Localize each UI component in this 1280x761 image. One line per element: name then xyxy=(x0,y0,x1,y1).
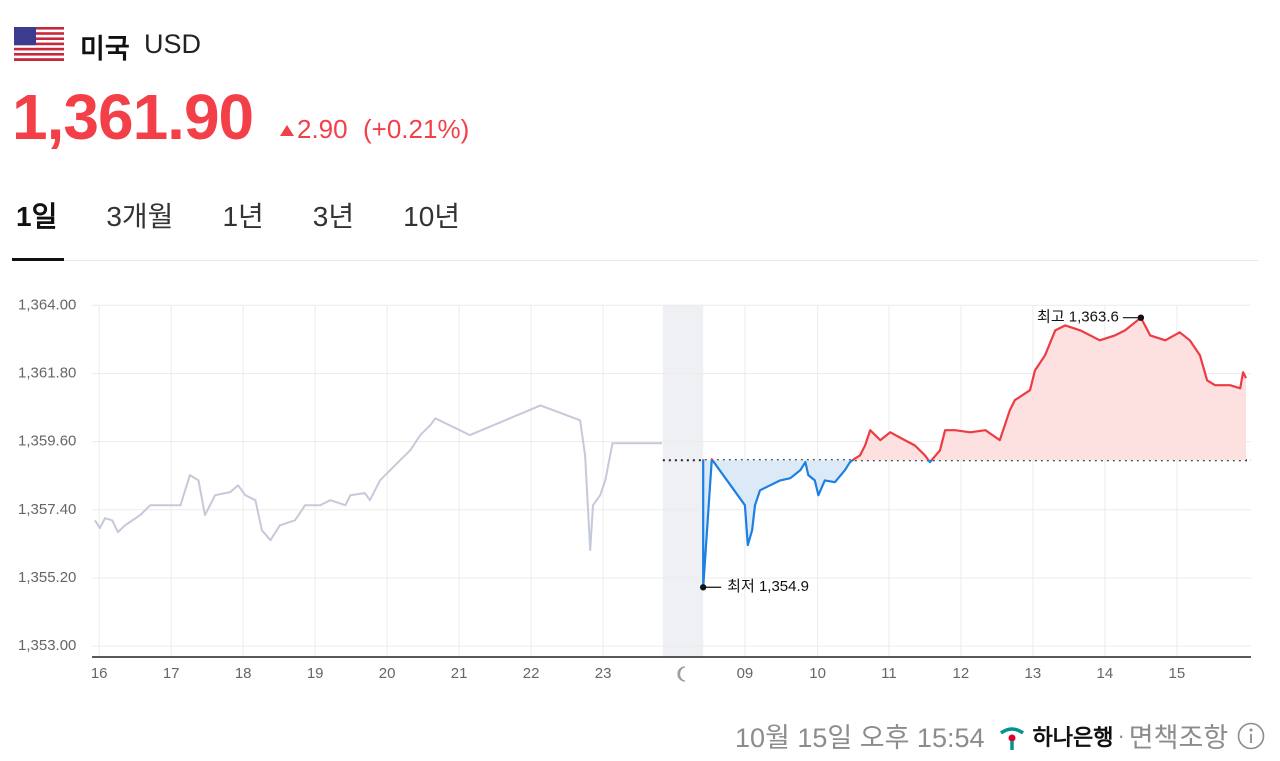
annotation-label: 최고 1,363.6 xyxy=(1037,309,1119,326)
moon-icon xyxy=(677,666,686,682)
x-tick-label: 09 xyxy=(737,665,754,682)
disclaimer-link[interactable]: 면책조항 xyxy=(1128,723,1229,753)
annotation-dot xyxy=(699,584,707,591)
y-tick-label: 1,359.60 xyxy=(18,433,76,450)
footer: 10월 15일 오후 15:54 하나은행 · 면책조항 xyxy=(735,716,1266,755)
x-tick-label: 14 xyxy=(1097,665,1114,682)
x-tick-label: 19 xyxy=(307,665,324,682)
price-change-percent: (+0.21%) xyxy=(363,114,470,144)
period-tabs: 1일 3개월 1년 3년 10년 xyxy=(12,195,505,235)
x-tick-label: 18 xyxy=(235,665,252,682)
period-tab[interactable]: 10년 xyxy=(403,201,461,232)
period-tab[interactable]: 1일 xyxy=(16,201,58,232)
x-tick-label: 17 xyxy=(163,665,180,682)
us-flag xyxy=(14,27,64,61)
x-tick-label: 11 xyxy=(881,665,897,682)
y-tick-label: 1,361.80 xyxy=(18,364,76,381)
x-tick-label: 20 xyxy=(379,665,396,682)
tab-divider xyxy=(12,260,1258,261)
previous-line xyxy=(94,404,663,552)
bank-name: 하나은행 xyxy=(1032,724,1114,750)
x-tick-label: 15 xyxy=(1169,665,1186,682)
timestamp: 10월 15일 오후 15:54 xyxy=(735,723,985,753)
annotation-dot xyxy=(1137,314,1145,321)
period-tab[interactable]: 3개월 xyxy=(106,201,174,232)
up-triangle xyxy=(280,125,294,136)
x-tick-label: 22 xyxy=(523,665,540,682)
price-change: 2.90 xyxy=(297,114,348,144)
period-tab[interactable]: 3년 xyxy=(312,201,355,232)
country-name: 미국 xyxy=(80,34,130,64)
y-tick-label: 1,355.20 xyxy=(18,569,76,586)
y-tick-label: 1,357.40 xyxy=(18,501,76,518)
price-line xyxy=(702,316,1247,589)
x-tick-label: 13 xyxy=(1025,665,1042,682)
closed-period-band xyxy=(662,305,704,657)
x-tick-label: 21 xyxy=(451,665,468,682)
chart: 1,353.00 1,355.20 1,357.40 1,359.60 1,361.80… xyxy=(18,296,1251,682)
bank-logo xyxy=(999,726,1024,750)
annotation-label: 최저 1,354.9 xyxy=(727,578,809,595)
currency-code: USD xyxy=(144,29,202,59)
x-tick-label: 23 xyxy=(595,665,612,682)
price: 1,361.90 xyxy=(12,81,254,153)
active-tab-underline xyxy=(12,258,64,261)
info-icon[interactable] xyxy=(1236,721,1266,751)
x-tick-label: 10 xyxy=(809,665,826,682)
area-fill xyxy=(703,317,1246,588)
x-tick-label: 12 xyxy=(953,665,970,682)
y-tick-label: 1,353.00 xyxy=(18,637,76,654)
separator: · xyxy=(1117,722,1125,748)
period-tab[interactable]: 1년 xyxy=(222,201,264,232)
y-tick-label: 1,364.00 xyxy=(18,296,76,313)
x-tick-label: 16 xyxy=(91,665,108,682)
